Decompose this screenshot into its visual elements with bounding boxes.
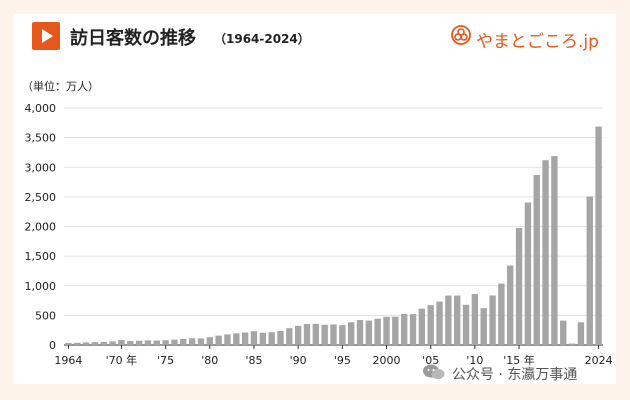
bar [409,314,417,345]
bar [507,265,514,345]
x-tick-label: 2000 [373,354,401,367]
chart-subtitle: （1964-2024） [214,32,310,46]
bar [568,343,576,345]
brand-logo-text: やまとごころ.jp [476,32,599,52]
y-tick-label: 3,500 [25,132,57,145]
y-tick-label: 2,000 [25,221,57,234]
y-tick-label: 0 [49,339,56,352]
x-tick-label: '70 年 [106,353,138,367]
bar [241,332,249,345]
x-tick-label: '80 [201,354,218,367]
y-axis-unit-label: （単位：万人） [22,80,99,93]
bar [303,324,311,345]
bar [153,340,160,345]
bar [436,301,443,345]
bar [524,202,532,345]
y-tick-label: 500 [35,309,56,322]
bar [339,325,346,345]
bar [401,313,408,345]
bar [180,338,187,345]
y-tick-label: 4,000 [25,102,57,115]
brand-logo[interactable]: やまとごころ.jp [450,24,600,52]
chart-card [14,14,616,384]
bar [188,338,196,345]
bar [560,320,567,345]
bar [533,175,540,345]
x-tick-label: '15 年 [503,353,535,367]
bar [127,341,134,345]
bar [418,308,426,345]
bar [294,325,302,345]
x-tick-label: '05 [422,354,439,367]
x-tick-label: '75 [157,354,174,367]
bar [144,340,152,345]
watermark-text: 公众号 · 东瀛万事通 [452,367,578,383]
bar [542,160,549,345]
bar [197,338,205,345]
bar [65,342,72,345]
bar [321,324,328,345]
x-tick-label: '95 [334,354,351,367]
y-tick-label: 3,000 [25,161,57,174]
bar [135,340,143,345]
bar [454,295,461,345]
bar [268,332,275,345]
y-tick-label: 1,500 [25,250,57,263]
chart-title: 訪日客数の推移 [70,28,196,49]
bar [100,341,107,345]
bar [471,293,479,345]
bar [250,331,258,345]
bar [74,342,81,345]
x-tick-label: '90 [290,354,307,367]
bar [356,319,364,345]
bar [347,322,355,345]
bar [383,316,390,345]
bar [374,318,381,345]
bar [498,283,505,345]
bar [427,305,434,345]
x-tick-label: '10 [466,354,483,367]
bar [551,156,558,345]
bar [162,340,169,345]
bar [91,342,99,345]
bar [595,126,602,345]
bar [489,295,496,345]
bar [365,320,373,345]
bar [462,304,470,345]
bar [392,316,399,345]
bar [330,324,337,345]
y-tick-label: 1,000 [25,280,57,293]
x-tick-label: 2024 [585,354,613,367]
bar [82,342,90,345]
bar [171,339,178,345]
bar [277,331,284,345]
bar [224,334,231,345]
x-tick-label: 1964 [54,354,82,367]
y-tick-label: 2,500 [25,191,57,204]
bar [286,328,293,345]
bar [312,323,320,345]
bar [480,308,487,345]
bar [109,341,116,345]
yamato-crest-icon [451,25,471,45]
bar [118,339,125,345]
bar [206,337,213,345]
bar [259,332,266,345]
play-icon [32,22,60,50]
wechat-icon [422,363,446,381]
bar [445,295,452,345]
x-tick-label: '85 [245,354,262,367]
bar [586,196,593,345]
bar [577,322,585,345]
bar [215,335,222,345]
bar [233,333,240,345]
bar [515,228,523,345]
